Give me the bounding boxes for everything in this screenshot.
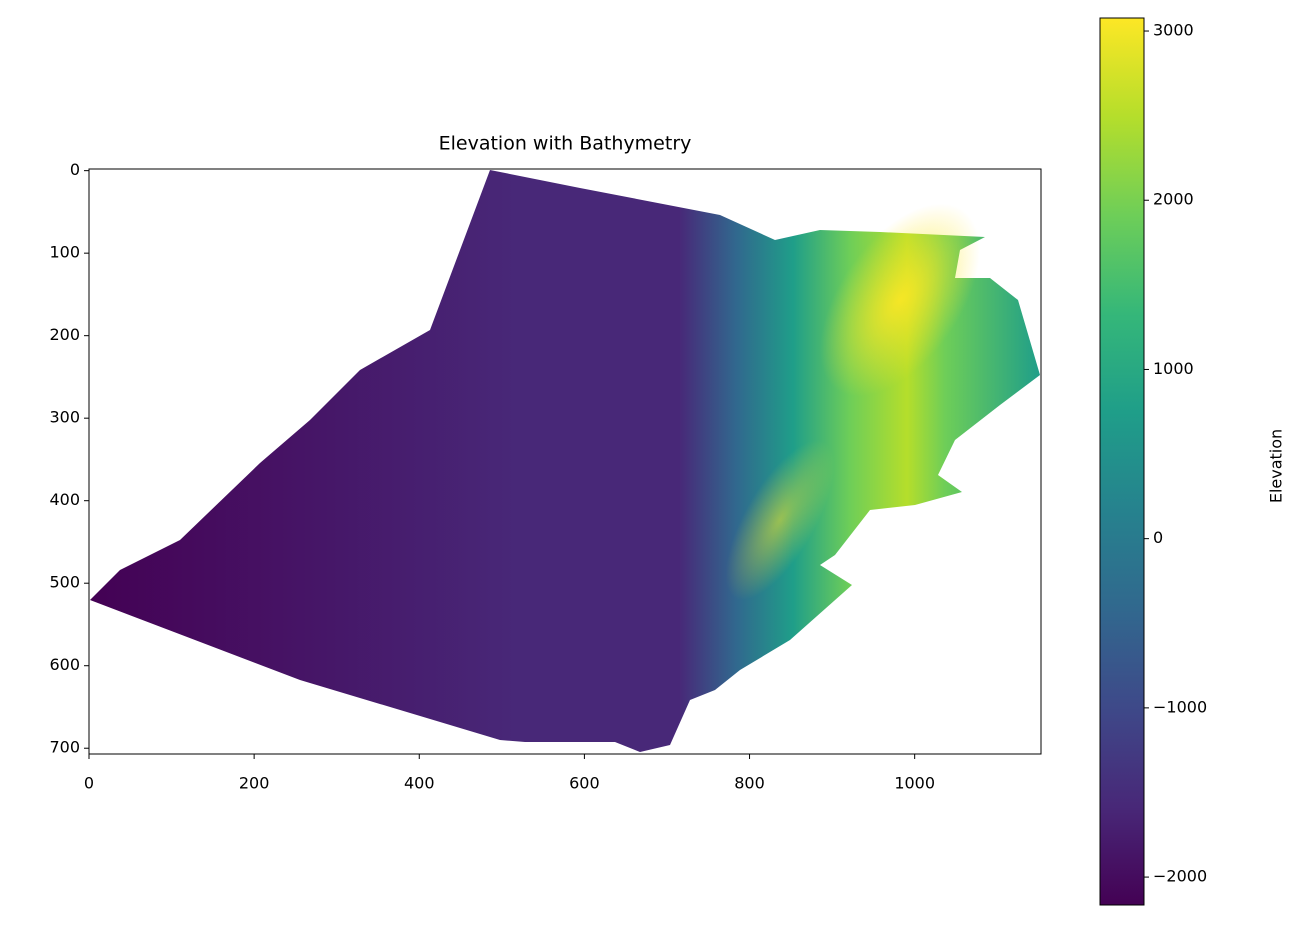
y-tick-label: 600 — [49, 655, 80, 674]
colorbar-tick-label: 0 — [1153, 528, 1163, 547]
colorbar-tick-label: 1000 — [1153, 359, 1194, 378]
y-tick-label: 200 — [49, 325, 80, 344]
elevation-map — [90, 170, 1040, 752]
x-tick-label: 200 — [239, 774, 270, 793]
x-tick-label: 600 — [569, 774, 600, 793]
axes-frame — [88, 168, 1042, 755]
x-tick-label: 800 — [734, 774, 765, 793]
colorbar — [1099, 17, 1145, 906]
terrain — [90, 170, 1040, 752]
colorbar-tick-label: −1000 — [1153, 697, 1207, 716]
colorbar-label: Elevation — [1267, 429, 1286, 503]
colorbar-tick-label: 2000 — [1153, 190, 1194, 209]
x-tick-label: 400 — [404, 774, 435, 793]
y-tick-label: 500 — [49, 573, 80, 592]
chart-title: Elevation with Bathymetry — [439, 133, 692, 155]
x-tick-label: 0 — [84, 774, 94, 793]
y-tick-label: 0 — [70, 160, 80, 179]
colorbar-tick-label: 3000 — [1153, 21, 1194, 40]
y-tick-label: 400 — [49, 490, 80, 509]
colorbar-tick-label: −2000 — [1153, 867, 1207, 886]
y-tick-label: 100 — [49, 243, 80, 262]
y-tick-label: 300 — [49, 408, 80, 427]
ridge — [725, 440, 835, 600]
y-tick-label: 700 — [49, 738, 80, 757]
ridge — [820, 203, 980, 397]
x-tick-label: 1000 — [894, 774, 935, 793]
